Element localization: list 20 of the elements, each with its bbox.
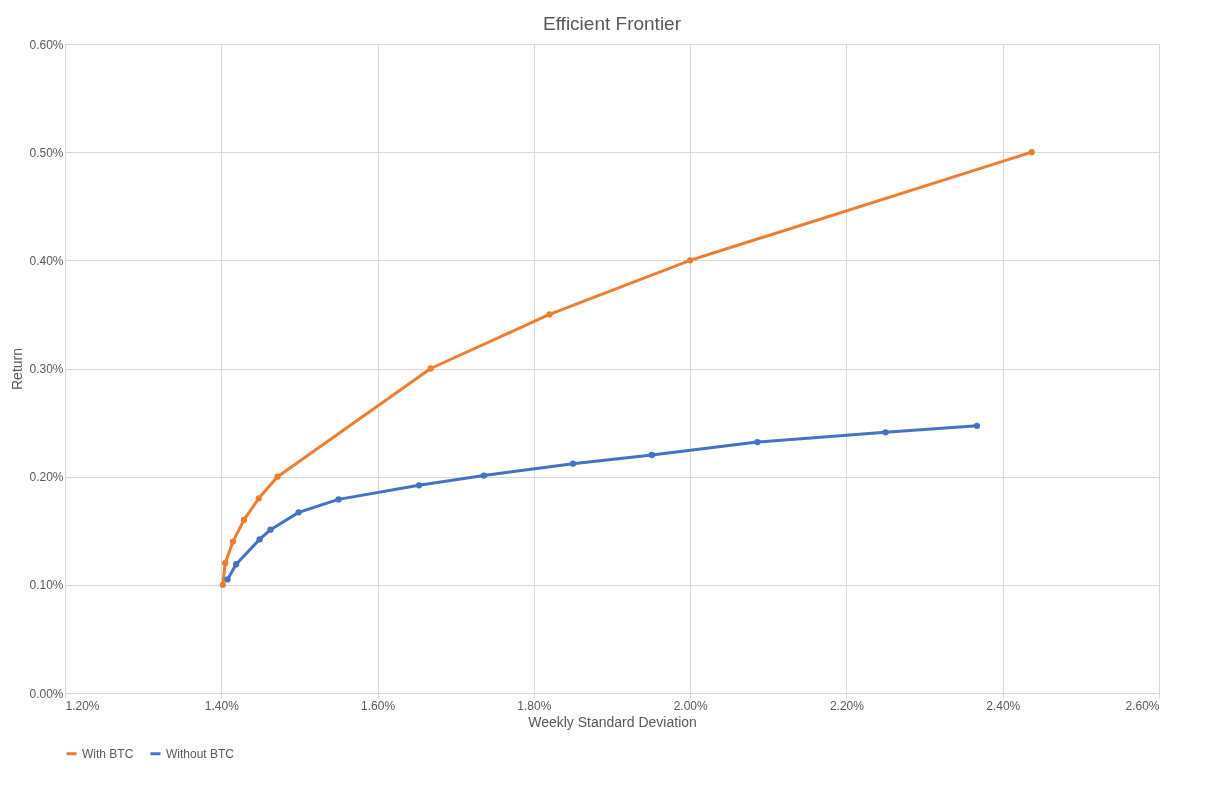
y-tick-label: 0.10% <box>29 578 64 593</box>
x-tick-label: 2.00% <box>673 698 708 713</box>
y-axis-title: Return <box>9 347 26 391</box>
legend-label: Without BTC <box>166 746 235 761</box>
chart-title: Efficient Frontier <box>543 13 682 34</box>
x-tick-label: 1.40% <box>204 698 240 713</box>
y-tick-label: 0.50% <box>29 145 64 160</box>
x-tick-label: 1.80% <box>517 698 552 713</box>
y-tick-label: 0.30% <box>29 362 64 376</box>
x-tick-label: 2.40% <box>986 698 1021 713</box>
y-tick-label: 0.00% <box>29 686 64 701</box>
y-tick-label: 0.20% <box>29 470 64 485</box>
y-tick-label: 0.60% <box>29 37 64 52</box>
legend-label: With BTC <box>82 746 134 761</box>
x-tick-label: 2.60% <box>1125 698 1160 713</box>
y-tick-label: 0.40% <box>29 253 64 268</box>
x-tick-label: 1.60% <box>361 698 396 713</box>
x-tick-label: 1.20% <box>65 698 100 713</box>
x-axis-title: Weekly Standard Deviation <box>528 713 697 730</box>
x-tick-label: 2.20% <box>829 698 865 713</box>
